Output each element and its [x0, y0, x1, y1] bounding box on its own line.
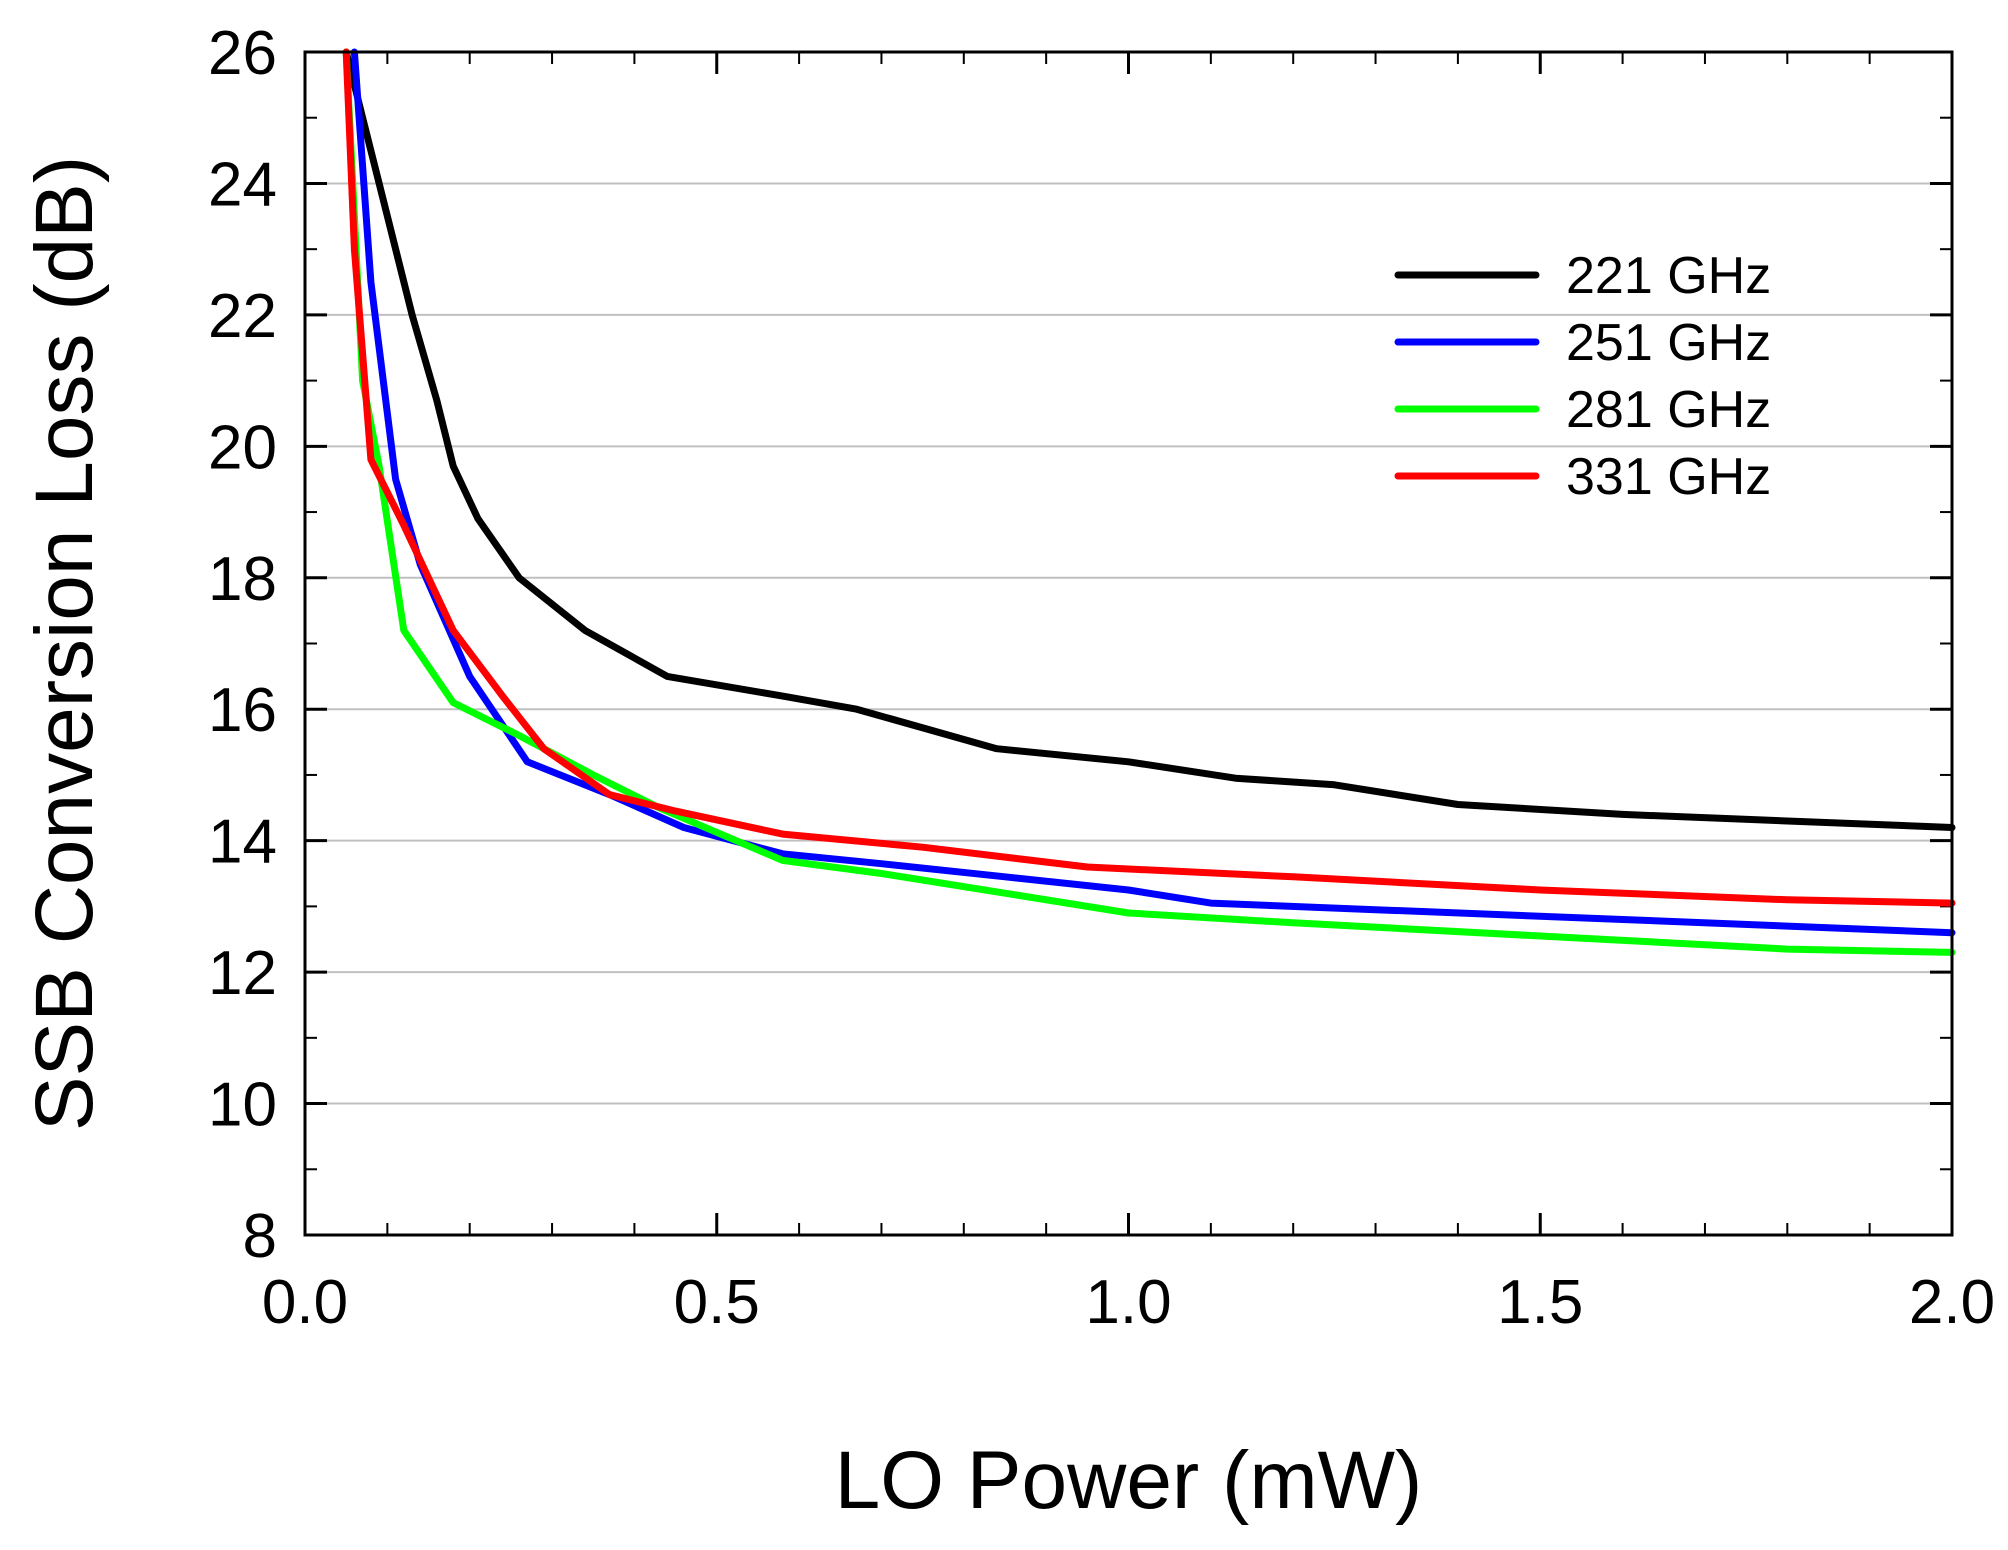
plot-frame — [303, 50, 1954, 1237]
x-axis-title: LO Power (mW) — [835, 1435, 1423, 1526]
y-tick-label: 14 — [208, 808, 277, 877]
y-axis-title: SSB Conversion Loss (dB) — [19, 156, 110, 1131]
series-line-0 — [342, 48, 1956, 831]
series-line-3 — [342, 48, 1956, 907]
x-tick-label: 1.5 — [1497, 1268, 1583, 1337]
y-tick-label: 24 — [208, 150, 277, 219]
y-tick-label: 10 — [208, 1071, 277, 1140]
x-tick-label: 1.0 — [1085, 1268, 1171, 1337]
x-tick-label: 0.5 — [674, 1268, 760, 1337]
gridlines — [305, 182, 1952, 1105]
series-line-2 — [342, 48, 1956, 956]
series-lines — [342, 48, 1956, 956]
legend-label-3: 331 GHz — [1566, 448, 1771, 506]
y-tick-label: 16 — [208, 676, 277, 745]
major-ticks — [303, 50, 1954, 1237]
legend-label-2: 281 GHz — [1566, 381, 1771, 439]
y-tick-label: 12 — [208, 939, 277, 1008]
y-tick-label: 18 — [208, 545, 277, 614]
y-tick-labels: 8 10 12 14 16 18 20 22 24 26 — [208, 19, 277, 1271]
legend: 221 GHz 251 GHz 281 GHz 331 GHz — [1394, 247, 1771, 506]
y-tick-label: 8 — [243, 1202, 277, 1271]
minor-ticks — [305, 52, 1952, 1235]
x-tick-labels: 0.0 0.5 1.0 1.5 2.0 — [262, 1268, 1995, 1337]
x-tick-label: 2.0 — [1909, 1268, 1995, 1337]
y-tick-label: 20 — [208, 413, 277, 482]
legend-label-0: 221 GHz — [1566, 247, 1771, 305]
y-tick-label: 26 — [208, 19, 277, 88]
y-tick-label: 22 — [208, 282, 277, 351]
x-tick-label: 0.0 — [262, 1268, 348, 1337]
legend-label-1: 251 GHz — [1566, 314, 1771, 372]
